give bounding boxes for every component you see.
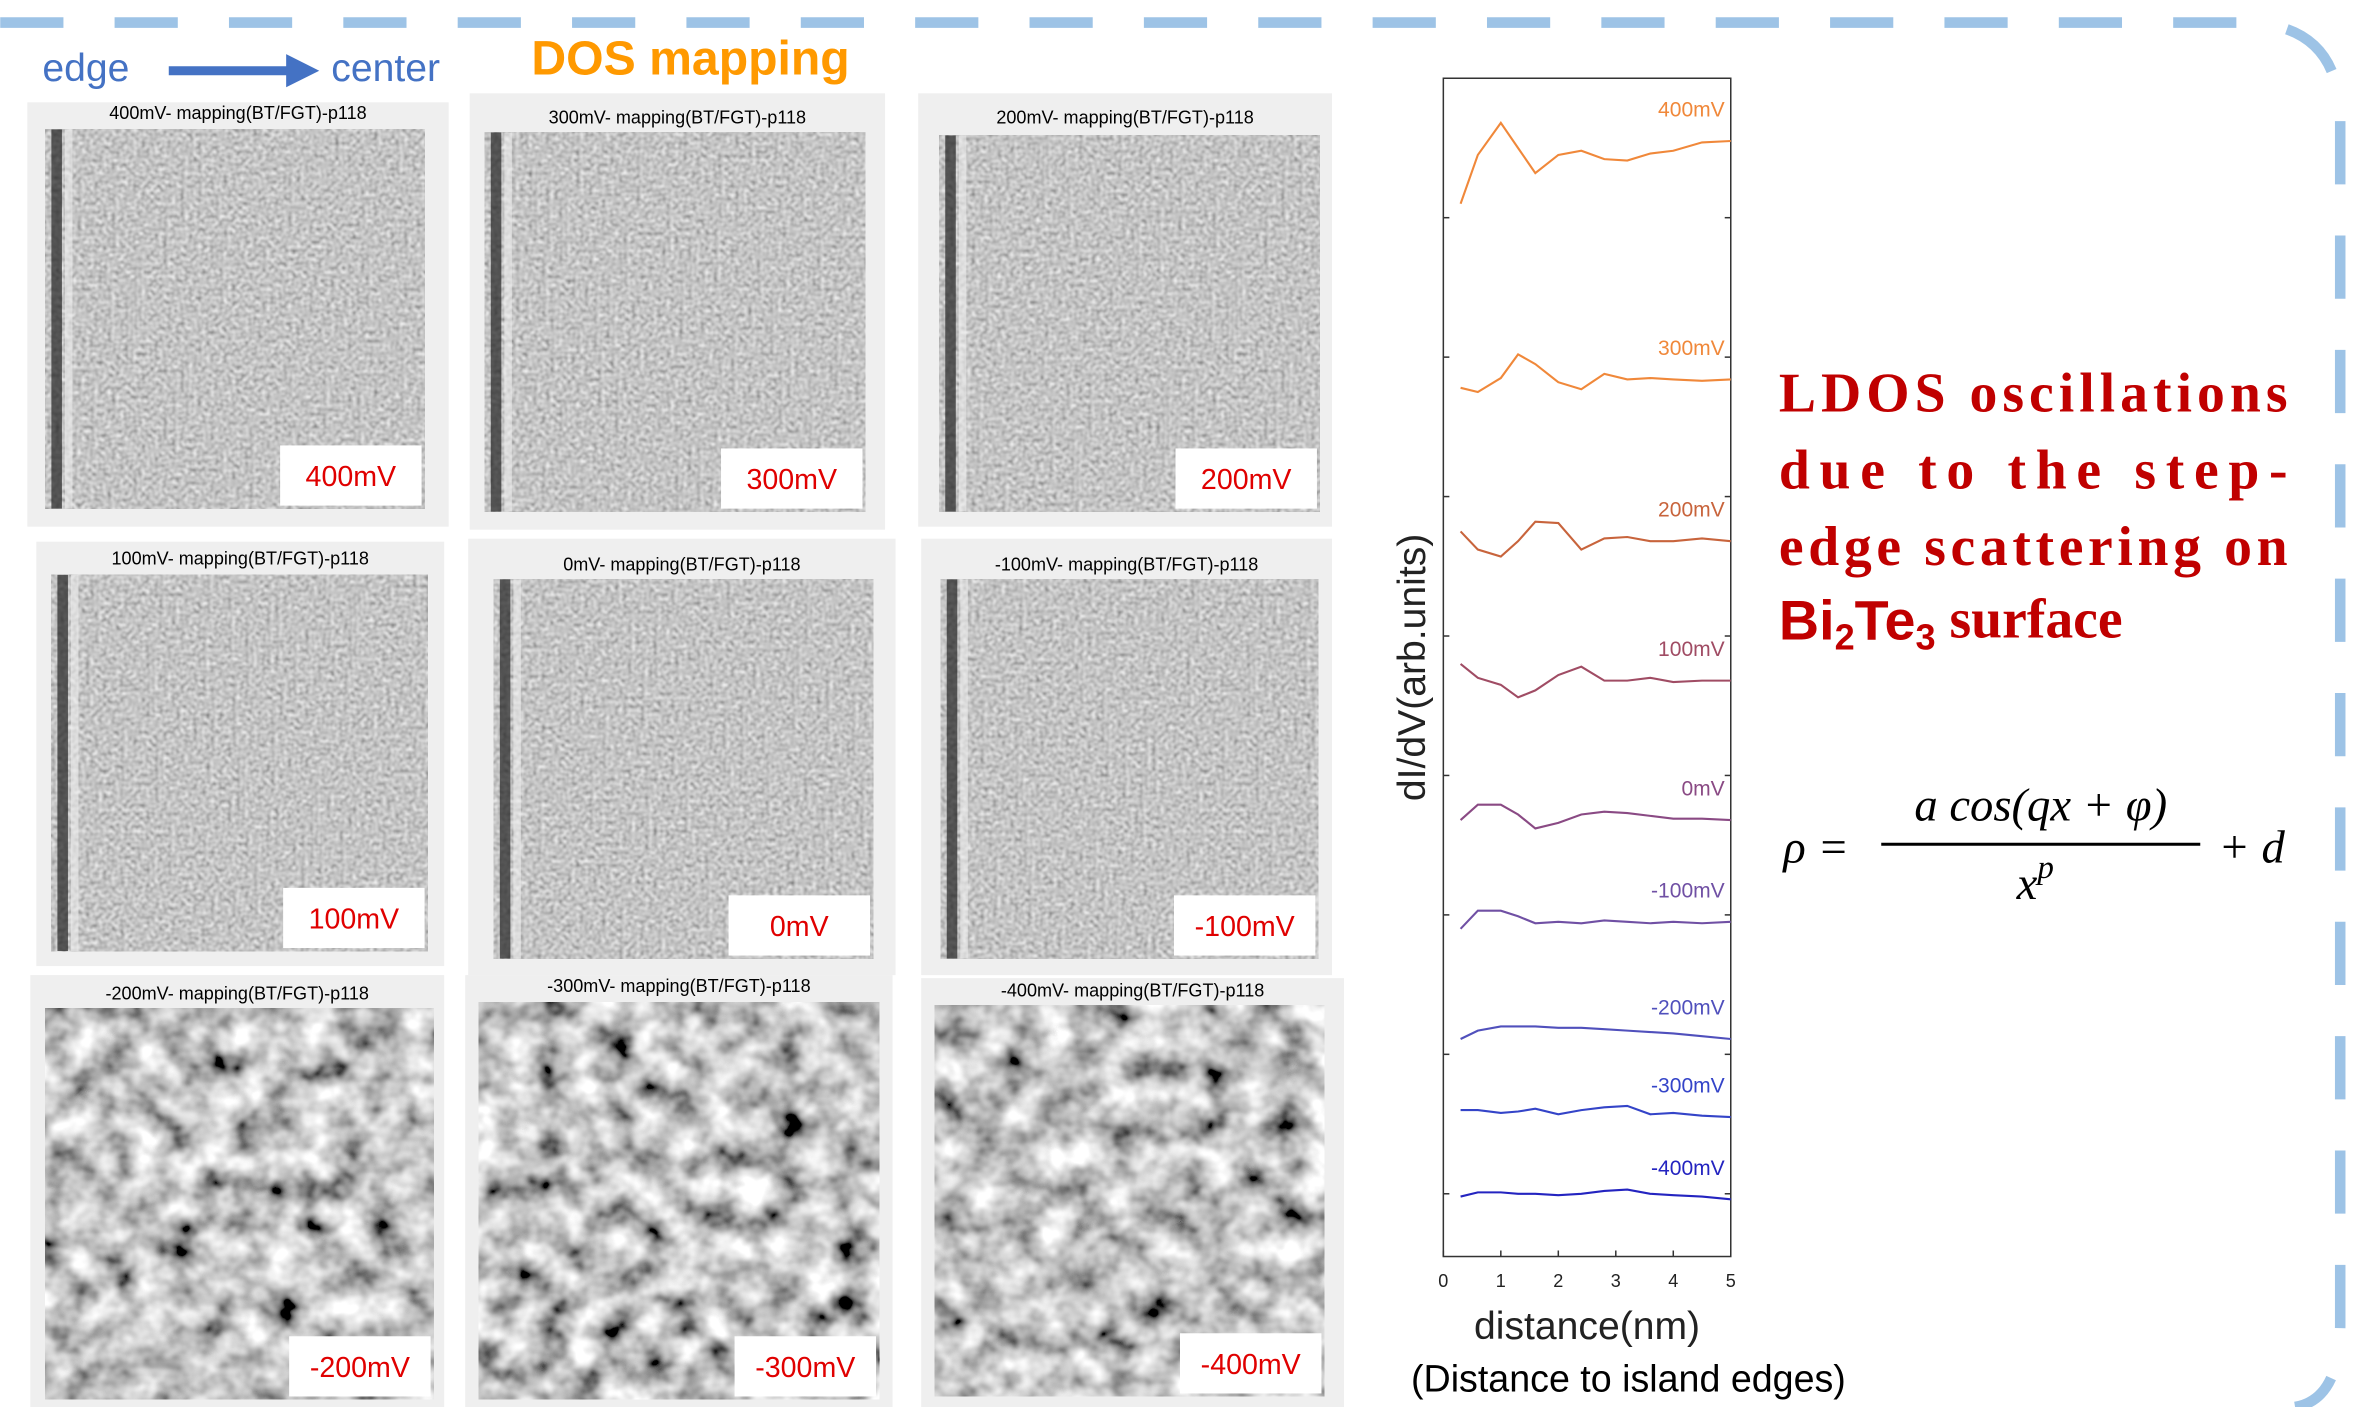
formula-numerator: a cos(qx + φ)	[1914, 779, 2167, 831]
map-label: 0mV	[770, 911, 829, 943]
x-tick-label: 3	[1611, 1271, 1621, 1291]
map-title: -400mV- mapping(BT/FGT)-p118	[1001, 980, 1264, 1000]
map-title: -300mV- mapping(BT/FGT)-p118	[547, 976, 810, 996]
curve	[1461, 1190, 1731, 1200]
maps: 400mV- mapping(BT/FGT)-p118 400mV 300mV- m…	[27, 93, 1344, 1407]
note-line: Bi2Te3 surface	[1779, 588, 2123, 657]
edge-stripe	[945, 135, 956, 511]
map-label: -100mV	[1195, 911, 1295, 943]
legend-label: -200mV	[1651, 996, 1725, 1019]
map-label: 300mV	[746, 464, 837, 496]
x-tick-label: 5	[1726, 1271, 1736, 1291]
edge-stripe	[947, 579, 958, 958]
formula-te: Te	[1855, 589, 1916, 651]
note-line: LDOS oscillations	[1779, 363, 2288, 425]
map-label: -400mV	[1201, 1349, 1301, 1381]
legend-label: 0mV	[1681, 778, 1724, 801]
x: x	[2016, 858, 2038, 910]
map-title: 200mV- mapping(BT/FGT)-p118	[996, 108, 1253, 128]
legend-label: 400mV	[1658, 98, 1725, 121]
formula-denominator: xp	[2016, 849, 2054, 909]
edge-stripe	[65, 129, 73, 508]
map-label: 200mV	[1201, 464, 1292, 496]
legend-label: -300mV	[1651, 1075, 1725, 1098]
map-title: -100mV- mapping(BT/FGT)-p118	[995, 555, 1258, 575]
map-title: -200mV- mapping(BT/FGT)-p118	[106, 983, 369, 1003]
curve	[1461, 805, 1731, 829]
map-title: 400mV- mapping(BT/FGT)-p118	[109, 103, 366, 123]
map-label: 400mV	[306, 461, 397, 493]
map-label: -300mV	[755, 1352, 855, 1384]
slide: edge center DOS mapping 400mV- mapping(B…	[0, 0, 2360, 1407]
edge-stripe	[51, 129, 62, 508]
map-title: 100mV- mapping(BT/FGT)-p118	[112, 549, 369, 569]
note: LDOS oscillations due to the step- edge …	[1779, 363, 2288, 658]
edge-stripe	[513, 579, 521, 958]
map-label: -200mV	[310, 1352, 410, 1384]
edge-stripe	[959, 135, 967, 511]
x-axis-label: distance(nm)	[1474, 1305, 1700, 1348]
sub: 3	[1915, 616, 1935, 657]
edge-stripe	[500, 579, 511, 958]
formula-rhs: + d	[2218, 821, 2285, 873]
formula-lhs: ρ =	[1781, 821, 1849, 873]
arrow-head	[286, 54, 319, 87]
curve	[1461, 664, 1731, 697]
legend-label: -100mV	[1651, 879, 1725, 902]
map-title: 0mV- mapping(BT/FGT)-p118	[563, 555, 800, 575]
map-title: 300mV- mapping(BT/FGT)-p118	[549, 108, 806, 128]
edge-stripe	[57, 575, 68, 951]
y-axis-label: dI/dV(arb.units)	[1391, 534, 1434, 801]
note-tail: surface	[1936, 588, 2123, 650]
edge-stripe	[960, 579, 968, 958]
edge-label: edge	[42, 47, 129, 90]
x-tick-label: 4	[1668, 1271, 1678, 1291]
curve	[1461, 1026, 1731, 1039]
formula: ρ = a cos(qx + φ) xp + d	[1781, 779, 2285, 909]
edge-stripe	[71, 575, 79, 951]
curve	[1461, 354, 1731, 392]
legend-label: -400mV	[1651, 1157, 1725, 1180]
x-tick-label: 0	[1438, 1271, 1448, 1291]
x-tick-label: 1	[1496, 1271, 1506, 1291]
formula-bi: Bi	[1779, 589, 1835, 651]
curve	[1461, 123, 1731, 204]
legend-label: 300mV	[1658, 337, 1725, 360]
legend-label: 200mV	[1658, 499, 1725, 522]
edge-stripe	[491, 132, 502, 511]
map-label: 100mV	[309, 903, 400, 935]
legend-label: 100mV	[1658, 638, 1725, 661]
sub: 2	[1835, 616, 1855, 657]
edge-stripe	[504, 132, 512, 511]
title: DOS mapping	[531, 31, 849, 85]
center-label: center	[331, 47, 440, 90]
curve	[1461, 911, 1731, 929]
curve	[1461, 522, 1731, 557]
note-line: edge scattering on	[1779, 516, 2288, 578]
chart: 0 1 2 3 4 5 dI/dV(arb.units) distance(nm) (Dista…	[1391, 78, 1846, 1399]
x-tick-label: 2	[1553, 1271, 1563, 1291]
x-axis-note: (Distance to island edges)	[1411, 1357, 1846, 1399]
curve	[1461, 1106, 1731, 1117]
note-line: due to the step-	[1779, 439, 2288, 501]
exponent: p	[2035, 849, 2054, 885]
